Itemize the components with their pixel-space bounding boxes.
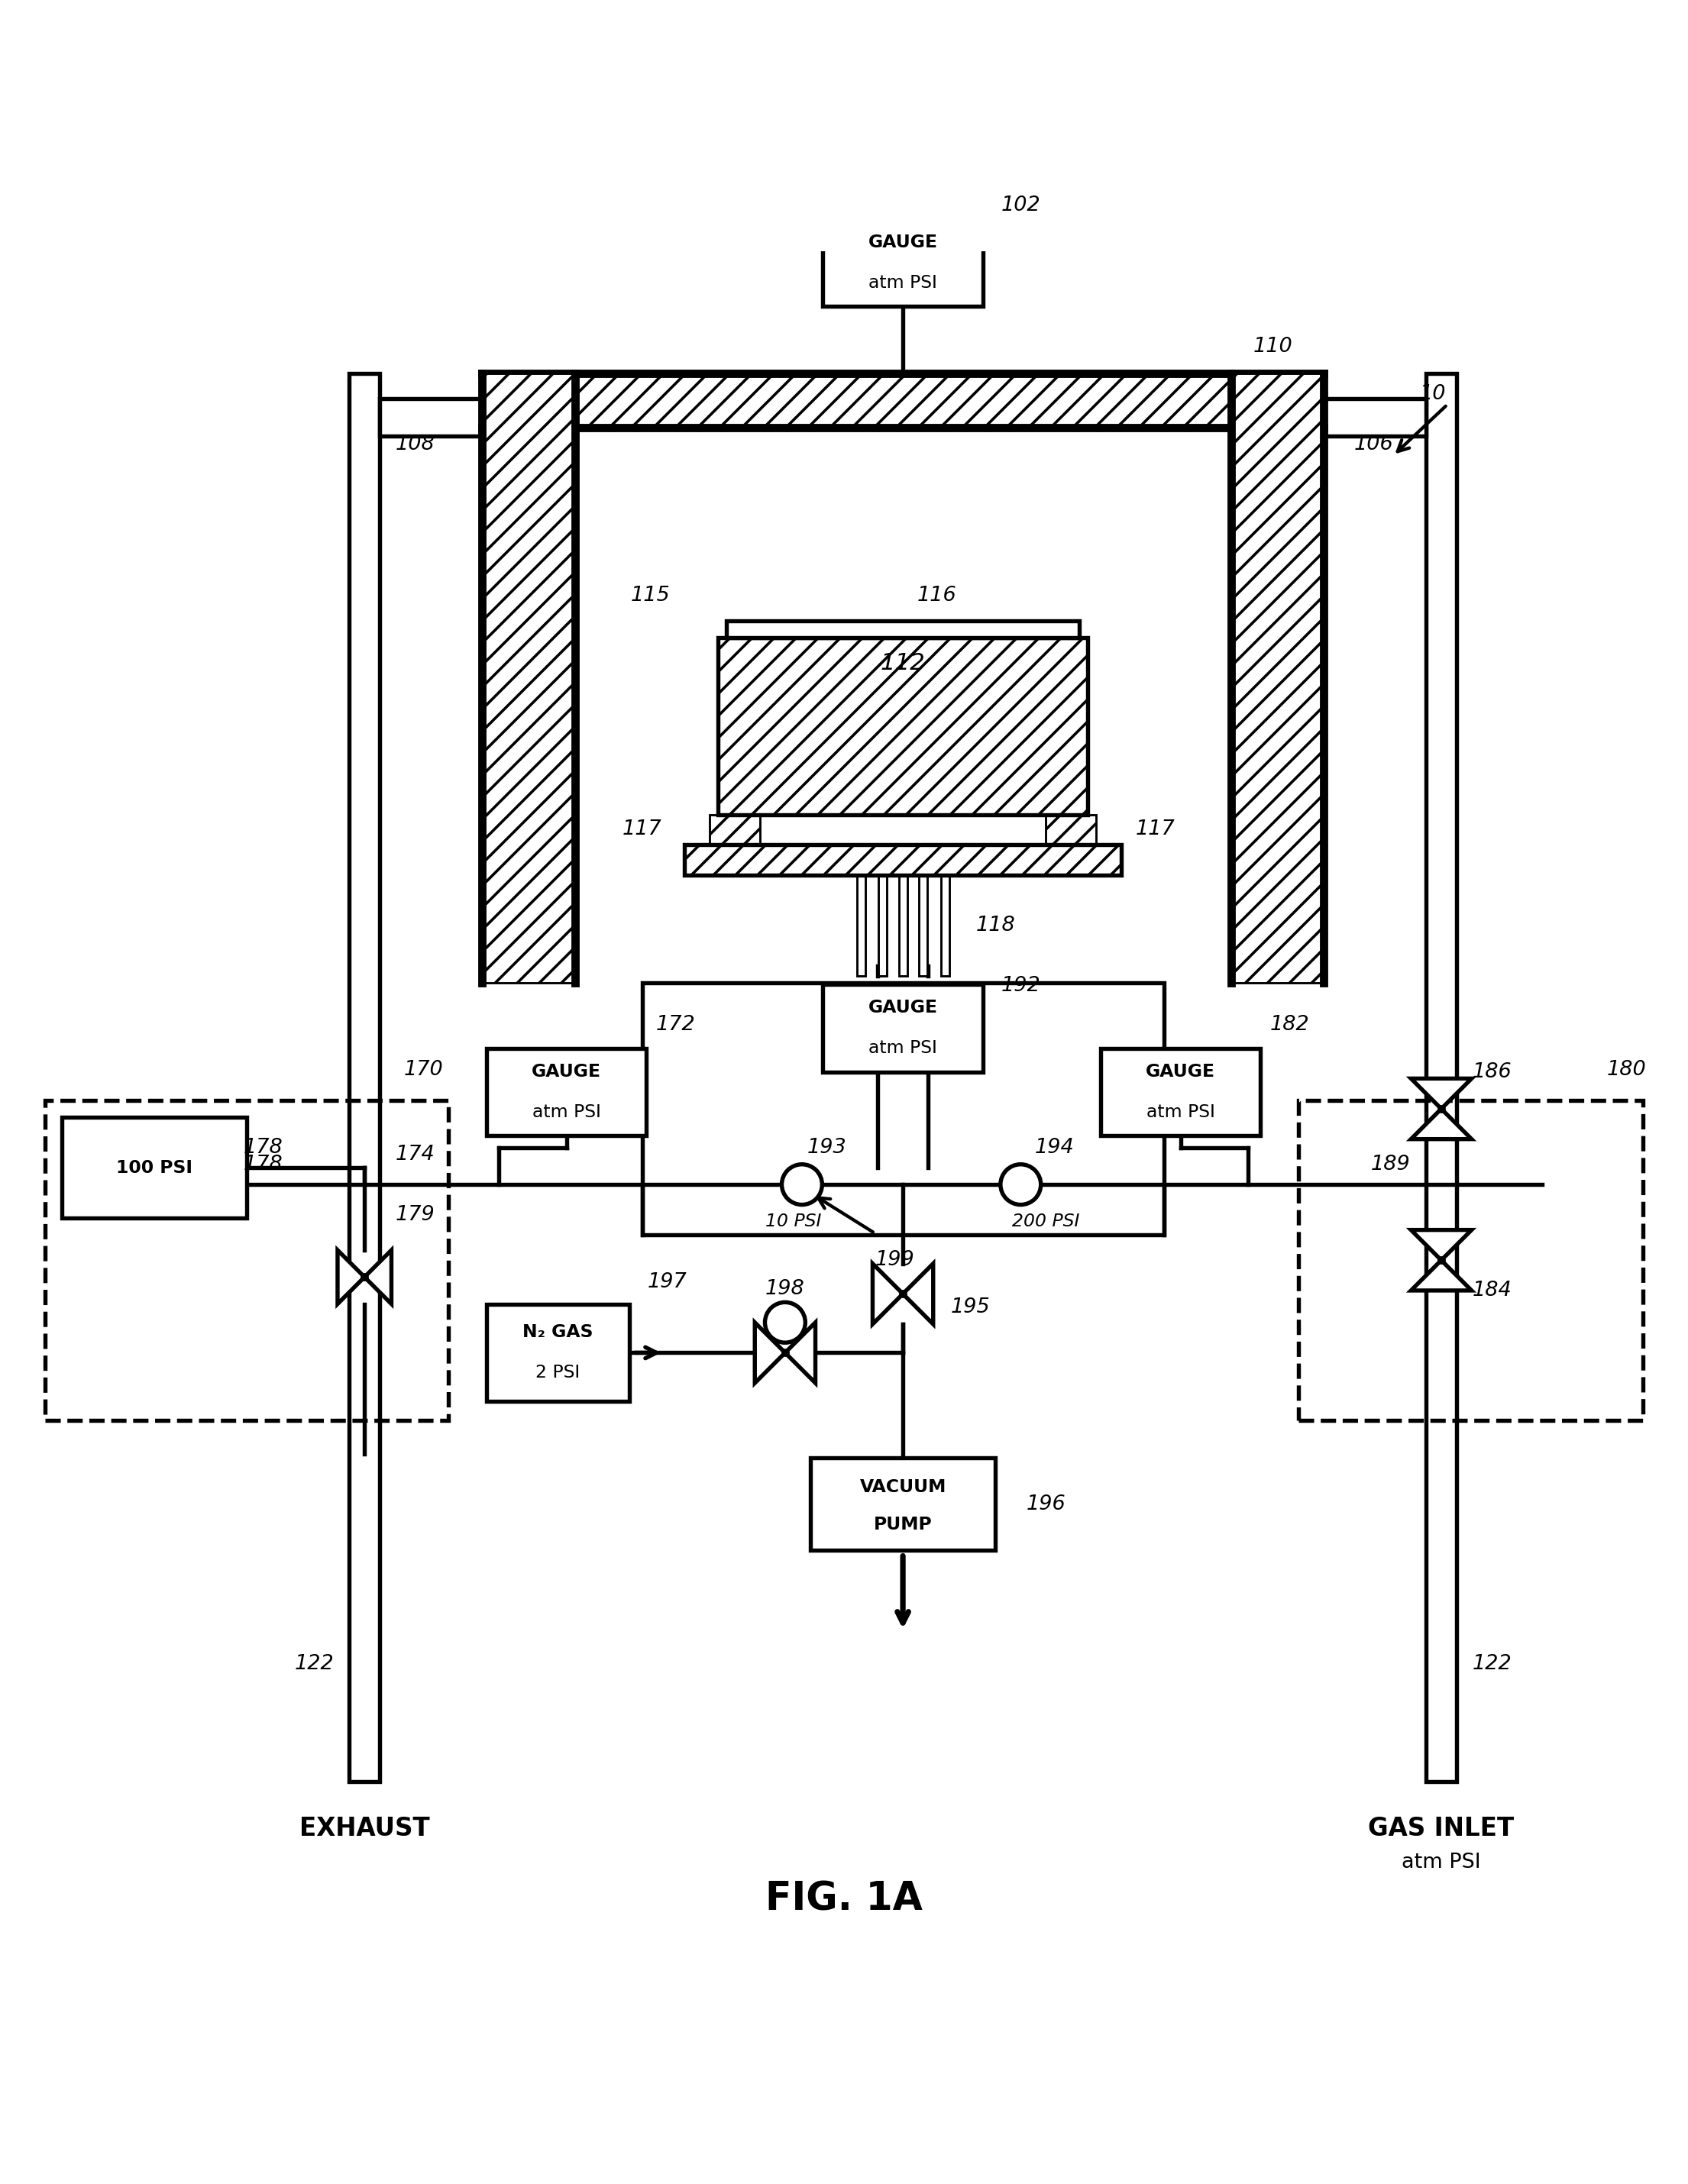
Text: 102: 102 bbox=[1001, 197, 1040, 216]
Text: FIG. 1A: FIG. 1A bbox=[765, 1880, 923, 1918]
Bar bbox=[380, 400, 483, 437]
Text: N₂ GAS: N₂ GAS bbox=[523, 1324, 592, 1341]
Bar bbox=[940, 876, 949, 976]
Bar bbox=[898, 876, 906, 976]
Bar bbox=[684, 845, 1121, 876]
Bar bbox=[709, 815, 760, 845]
Bar bbox=[486, 1304, 630, 1402]
Text: 195: 195 bbox=[950, 1297, 989, 1317]
Text: 170: 170 bbox=[403, 1059, 444, 1081]
Text: atm PSI: atm PSI bbox=[1401, 1852, 1480, 1872]
Text: GAS INLET: GAS INLET bbox=[1369, 1817, 1514, 1841]
Bar bbox=[1047, 815, 1097, 845]
Text: atm PSI: atm PSI bbox=[869, 275, 937, 293]
Text: 10 PSI: 10 PSI bbox=[765, 1212, 822, 1230]
Text: 197: 197 bbox=[648, 1271, 687, 1293]
Polygon shape bbox=[755, 1324, 785, 1382]
Polygon shape bbox=[338, 1249, 365, 1304]
Text: GAUGE: GAUGE bbox=[868, 998, 937, 1018]
Bar bbox=[641, 983, 1163, 1234]
Text: GAUGE: GAUGE bbox=[1146, 1064, 1215, 1081]
Bar bbox=[856, 876, 864, 976]
Text: 199: 199 bbox=[874, 1249, 915, 1271]
Bar bbox=[824, 218, 982, 306]
Bar bbox=[810, 1459, 996, 1551]
Bar bbox=[1298, 1101, 1642, 1420]
Bar bbox=[717, 638, 1089, 815]
Text: atm PSI: atm PSI bbox=[532, 1103, 601, 1120]
Bar bbox=[717, 638, 1089, 815]
Bar bbox=[1426, 373, 1457, 1782]
Bar bbox=[1231, 373, 1323, 983]
Text: 117: 117 bbox=[623, 819, 662, 839]
Text: 194: 194 bbox=[1035, 1138, 1074, 1158]
Text: atm PSI: atm PSI bbox=[869, 1040, 937, 1057]
Text: 184: 184 bbox=[1472, 1280, 1511, 1299]
Polygon shape bbox=[903, 1265, 933, 1324]
Bar bbox=[726, 620, 1080, 638]
Text: EXHAUST: EXHAUST bbox=[299, 1817, 430, 1841]
Text: VACUUM: VACUUM bbox=[859, 1479, 947, 1496]
Text: 180: 180 bbox=[1607, 1059, 1646, 1081]
Polygon shape bbox=[1411, 1260, 1472, 1291]
Text: 2 PSI: 2 PSI bbox=[535, 1365, 581, 1382]
Text: 122: 122 bbox=[294, 1653, 334, 1673]
Bar bbox=[1101, 1048, 1261, 1136]
Bar bbox=[684, 845, 1121, 876]
Text: 189: 189 bbox=[1371, 1155, 1411, 1175]
Text: 110: 110 bbox=[1252, 336, 1293, 356]
Text: 192: 192 bbox=[1001, 976, 1040, 996]
Text: 178: 178 bbox=[243, 1138, 284, 1158]
Text: PUMP: PUMP bbox=[874, 1516, 932, 1533]
Text: GAUGE: GAUGE bbox=[868, 234, 937, 251]
Circle shape bbox=[765, 1302, 805, 1343]
Bar bbox=[486, 1048, 647, 1136]
Bar bbox=[824, 985, 982, 1072]
Polygon shape bbox=[1411, 1079, 1472, 1109]
Bar bbox=[878, 876, 886, 976]
Text: 112: 112 bbox=[881, 653, 925, 675]
Bar bbox=[483, 373, 1323, 428]
Text: 193: 193 bbox=[807, 1138, 847, 1158]
Polygon shape bbox=[785, 1324, 815, 1382]
Text: 117: 117 bbox=[1136, 819, 1175, 839]
Polygon shape bbox=[1411, 1109, 1472, 1140]
Text: 186: 186 bbox=[1472, 1061, 1511, 1081]
Text: 174: 174 bbox=[395, 1144, 436, 1164]
Text: 10: 10 bbox=[1420, 384, 1447, 404]
Text: atm PSI: atm PSI bbox=[1146, 1103, 1215, 1120]
Polygon shape bbox=[365, 1249, 392, 1304]
Text: 100 PSI: 100 PSI bbox=[116, 1160, 192, 1177]
Bar bbox=[46, 1101, 449, 1420]
Text: 116: 116 bbox=[917, 585, 957, 605]
Polygon shape bbox=[873, 1265, 903, 1324]
Text: 115: 115 bbox=[631, 585, 670, 605]
Bar bbox=[918, 876, 927, 976]
Circle shape bbox=[1001, 1164, 1041, 1206]
Text: 200 PSI: 200 PSI bbox=[1013, 1212, 1080, 1230]
Bar bbox=[62, 1118, 246, 1219]
Polygon shape bbox=[1411, 1230, 1472, 1260]
Text: 106: 106 bbox=[1354, 435, 1394, 454]
Text: 172: 172 bbox=[657, 1016, 695, 1035]
Circle shape bbox=[782, 1164, 822, 1206]
Text: GAUGE: GAUGE bbox=[532, 1064, 601, 1081]
Bar bbox=[349, 373, 380, 1782]
Text: 196: 196 bbox=[1026, 1494, 1065, 1514]
Bar bbox=[483, 373, 576, 983]
Text: 182: 182 bbox=[1269, 1016, 1310, 1035]
Text: 122: 122 bbox=[1472, 1653, 1511, 1673]
Text: 198: 198 bbox=[765, 1280, 805, 1299]
Text: 178: 178 bbox=[243, 1155, 284, 1175]
Bar bbox=[1323, 400, 1426, 437]
Text: 108: 108 bbox=[395, 435, 436, 454]
Text: 118: 118 bbox=[976, 915, 1014, 935]
Text: 179: 179 bbox=[395, 1206, 436, 1225]
